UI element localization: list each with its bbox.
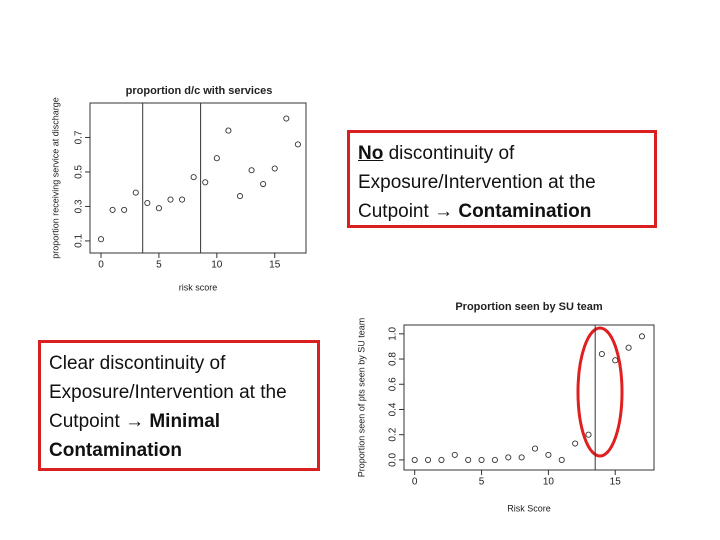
data-point	[213, 155, 220, 162]
data-point	[478, 456, 485, 463]
data-point	[236, 193, 244, 200]
data-point	[545, 451, 552, 458]
chart-title: Proportion seen by SU team	[455, 301, 603, 313]
plot-frame	[403, 324, 655, 471]
data-point	[465, 456, 472, 463]
x-tick-label: 15	[269, 260, 281, 271]
x-tick-label: 5	[479, 477, 485, 488]
y-tick-label: 1.0	[388, 326, 399, 340]
data-point	[260, 180, 267, 188]
y-tick-label: 0.6	[388, 377, 399, 391]
x-tick-label: 0	[412, 477, 418, 488]
x-tick-label: 10	[543, 477, 555, 488]
data-point	[271, 165, 278, 172]
y-tick-label: 0.3	[74, 199, 85, 213]
text-box: No discontinuity of Exposure/Interventio…	[347, 130, 657, 228]
y-tick-label: 0.4	[388, 402, 399, 416]
text-box: Clear discontinuity of Exposure/Interven…	[38, 340, 320, 471]
y-axis-label: proportion receiving service at discharg…	[50, 97, 60, 259]
x-tick-label: 5	[156, 260, 162, 271]
y-tick-label: 0.8	[388, 352, 399, 366]
data-point	[97, 236, 105, 243]
plot-frame	[89, 102, 307, 254]
data-point	[121, 206, 128, 213]
data-point	[411, 456, 418, 463]
chart-title: proportion d/c with services	[126, 85, 273, 97]
data-point	[425, 456, 432, 463]
y-axis-label: Proportion seen of pts seen by SU team	[356, 318, 366, 478]
x-axis-label: risk score	[179, 282, 218, 292]
data-point	[155, 205, 162, 212]
data-point	[438, 456, 445, 463]
x-tick-label: 0	[98, 260, 104, 271]
emphasis: No	[358, 143, 384, 164]
data-point	[612, 357, 619, 364]
data-point	[225, 127, 232, 134]
data-point	[505, 454, 512, 461]
y-tick-label: 0.7	[74, 130, 85, 144]
data-point	[518, 454, 525, 461]
conclusion: Contamination	[458, 201, 592, 222]
data-point	[190, 174, 197, 181]
box-text: Clear discontinuity of Exposure/Interven…	[49, 353, 287, 432]
x-tick-label: 15	[610, 477, 622, 488]
data-point	[531, 445, 539, 452]
y-tick-label: 0.1	[74, 234, 85, 248]
x-tick-label: 10	[211, 260, 223, 271]
y-tick-label: 0.2	[388, 427, 399, 441]
data-point	[109, 206, 116, 213]
data-point	[491, 456, 498, 463]
data-point	[248, 167, 255, 174]
data-point	[202, 179, 209, 186]
y-tick-label: 0.0	[388, 453, 399, 467]
highlight-ellipse	[576, 326, 624, 458]
data-point	[598, 350, 605, 358]
data-point	[638, 333, 646, 340]
x-axis-label: Risk Score	[507, 503, 551, 513]
arrow: →	[125, 411, 145, 432]
conclusion: Minimal Contamination	[49, 411, 221, 461]
data-point	[283, 115, 290, 122]
y-tick-label: 0.5	[74, 165, 85, 179]
data-point	[558, 456, 565, 463]
arrow: →	[434, 201, 454, 222]
data-point	[451, 451, 458, 458]
data-point	[294, 141, 301, 148]
box-text: discontinuity of Exposure/Intervention a…	[358, 143, 596, 222]
data-point	[572, 440, 579, 447]
data-point	[132, 189, 139, 196]
data-point	[179, 196, 186, 203]
data-point	[585, 431, 592, 438]
data-point	[625, 344, 632, 351]
data-point	[144, 199, 151, 207]
data-point	[167, 196, 174, 203]
